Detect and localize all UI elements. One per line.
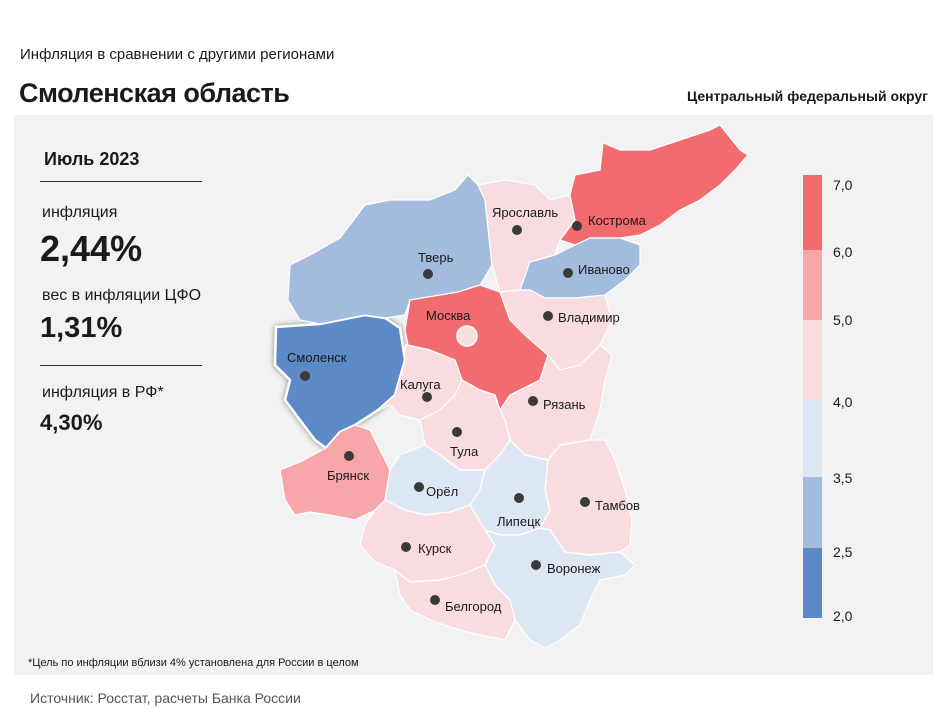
district-label: Центральный федеральный округ <box>686 88 928 104</box>
legend-tick-label: 2,0 <box>833 608 853 624</box>
region-label: Орёл <box>426 484 458 499</box>
city-marker <box>512 225 522 235</box>
page-title: Смоленская область <box>19 78 290 108</box>
region-label: Брянск <box>327 468 369 483</box>
legend-tick-label: 7,0 <box>833 177 853 193</box>
region-брянск[interactable] <box>279 424 391 521</box>
city-marker <box>580 497 590 507</box>
legend-tick-label: 5,0 <box>833 312 853 328</box>
city-marker <box>414 482 424 492</box>
region-label: Тверь <box>418 250 454 265</box>
footnote: *Цель по инфляции вблизи 4% установлена … <box>28 657 359 669</box>
city-marker <box>300 371 310 381</box>
region-label: Владимир <box>558 310 620 325</box>
legend-swatch <box>803 400 822 477</box>
rf-inflation-value: 4,30% <box>40 410 103 435</box>
legend-tick-label: 4,0 <box>833 394 853 410</box>
region-label: Кострома <box>588 213 647 228</box>
region-кострома[interactable] <box>559 124 749 246</box>
region-label: Москва <box>426 308 471 323</box>
region-label: Воронеж <box>547 561 601 576</box>
region-label: Липецк <box>497 514 541 529</box>
rf-inflation-label: инфляция в РФ* <box>42 384 164 401</box>
region-белгород[interactable] <box>394 564 516 641</box>
region-владимир[interactable] <box>499 289 613 371</box>
legend-swatch <box>803 320 822 400</box>
supertitle: Инфляция в сравнении с другими регионами <box>20 46 335 63</box>
city-marker <box>543 311 553 321</box>
divider <box>40 365 202 366</box>
legend-swatch <box>803 477 822 548</box>
region-label: Калуга <box>400 377 441 392</box>
region-label: Тамбов <box>595 498 640 513</box>
weight-value: 1,31% <box>40 312 123 344</box>
region-смоленск[interactable] <box>273 313 407 450</box>
city-marker <box>456 325 478 347</box>
city-marker <box>528 396 538 406</box>
legend-tick-label: 2,5 <box>833 544 853 560</box>
weight-label: вес в инфляции ЦФО <box>42 287 202 304</box>
region-label: Иваново <box>578 262 630 277</box>
city-marker <box>572 221 582 231</box>
city-marker <box>514 493 524 503</box>
inflation-value: 2,44% <box>40 228 143 269</box>
city-marker <box>423 269 433 279</box>
region-label: Ярославль <box>492 205 558 220</box>
legend-swatch <box>803 548 822 618</box>
region-label: Смоленск <box>287 350 347 365</box>
legend-tick-label: 6,0 <box>833 244 853 260</box>
region-label: Тула <box>450 444 479 459</box>
region-label: Рязань <box>543 397 586 412</box>
region-label: Белгород <box>445 599 502 614</box>
city-marker <box>563 268 573 278</box>
region-label: Курск <box>418 541 452 556</box>
city-marker <box>422 392 432 402</box>
city-marker <box>430 595 440 605</box>
source-note: Источник: Росстат, расчеты Банка России <box>30 690 301 706</box>
legend-swatch <box>803 250 822 320</box>
region-ярославль[interactable] <box>477 179 576 293</box>
city-marker <box>401 542 411 552</box>
city-marker <box>531 560 541 570</box>
city-marker <box>344 451 354 461</box>
period-label: Июль 2023 <box>44 149 140 169</box>
legend-swatch <box>803 175 822 250</box>
city-marker <box>452 427 462 437</box>
legend-tick-label: 3,5 <box>833 470 853 486</box>
inflation-label: инфляция <box>42 204 118 221</box>
divider <box>40 181 202 182</box>
